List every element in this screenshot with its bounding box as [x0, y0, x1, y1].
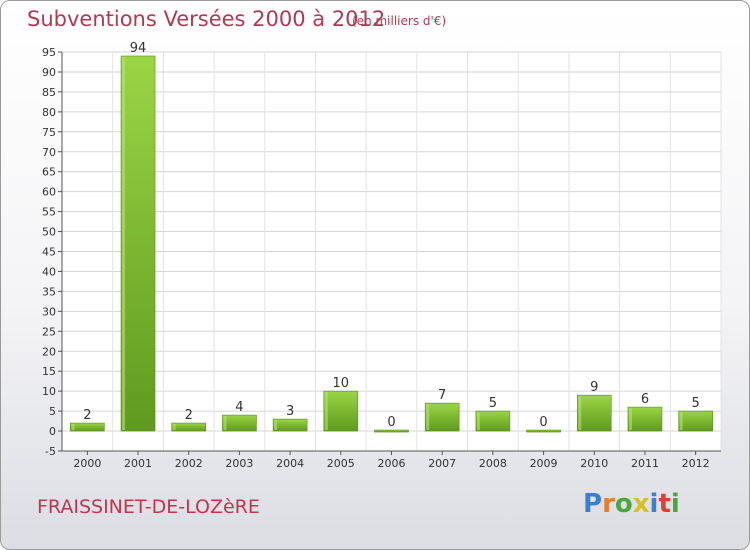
- data-label-2002: 2: [185, 408, 193, 423]
- y-tick-label: 95: [42, 46, 56, 59]
- axes: [58, 51, 721, 455]
- bar-2008: [475, 410, 511, 432]
- bar-highlight: [324, 392, 328, 431]
- chart-title: Subventions Versées 2000 à 2012: [27, 7, 386, 31]
- logo-letter: o: [614, 489, 633, 519]
- x-tick-label-2009: 2009: [530, 457, 558, 470]
- y-tick-label: 70: [42, 146, 56, 159]
- logo-letter: x: [632, 489, 650, 519]
- bar-2004: [272, 418, 308, 432]
- y-tick-label: 15: [42, 365, 56, 378]
- y-tick-label: -5: [45, 445, 56, 458]
- bar-2010: [576, 394, 612, 432]
- y-tick-label: 75: [42, 126, 56, 139]
- bar-highlight: [578, 396, 582, 431]
- data-label-2001: 94: [130, 41, 147, 56]
- y-tick-label: 85: [42, 86, 56, 99]
- bar-2009: [526, 429, 561, 433]
- grid: [61, 51, 722, 452]
- x-tick-label-2004: 2004: [276, 457, 304, 470]
- labels: -505101520253035404550556065707580859095…: [42, 41, 710, 470]
- bar-2003: [222, 414, 257, 432]
- bar-highlight: [71, 424, 75, 431]
- x-tick-label-2005: 2005: [327, 457, 355, 470]
- bar-highlight: [122, 56, 126, 431]
- y-tick-label: 50: [42, 226, 56, 239]
- data-label-2007: 7: [438, 388, 446, 403]
- y-tick-label: 80: [42, 106, 56, 119]
- y-tick-label: 0: [49, 425, 56, 438]
- chart-subtitle: (en milliers d'€): [352, 14, 447, 28]
- bar-2001: [120, 55, 156, 432]
- bar-highlight: [426, 404, 430, 431]
- logo-letter: r: [602, 489, 615, 519]
- logo-letter: t: [658, 489, 671, 519]
- y-tick-label: 5: [49, 405, 56, 418]
- bar-2005: [323, 390, 359, 432]
- bar-highlight: [679, 412, 683, 431]
- bar-highlight: [274, 420, 278, 431]
- y-tick-label: 90: [42, 66, 56, 79]
- data-label-2008: 5: [489, 396, 497, 411]
- logo-letter: i: [670, 489, 680, 519]
- data-label-2005: 10: [333, 376, 350, 391]
- x-tick-label-2001: 2001: [124, 457, 152, 470]
- data-label-2003: 4: [235, 400, 243, 415]
- bar-2000: [70, 422, 105, 432]
- y-tick-label: 35: [42, 285, 56, 298]
- data-label-2010: 9: [590, 380, 598, 395]
- bar-2007: [424, 402, 460, 432]
- bar-2002: [171, 422, 207, 432]
- bar-highlight: [172, 424, 176, 431]
- x-tick-label-2010: 2010: [580, 457, 608, 470]
- bar-2012: [678, 410, 713, 432]
- x-tick-label-2003: 2003: [225, 457, 253, 470]
- bars: [70, 55, 713, 433]
- y-tick-label: 40: [42, 265, 56, 278]
- y-tick-label: 20: [42, 345, 56, 358]
- proxiti-logo: Proxiti: [583, 489, 680, 519]
- x-tick-label-2012: 2012: [682, 457, 710, 470]
- logo-letter: i: [649, 489, 659, 519]
- commune-name: FRAISSINET-DE-LOZèRE: [37, 496, 260, 518]
- data-label-2009: 0: [539, 415, 547, 430]
- y-tick-label: 65: [42, 166, 56, 179]
- bar-2006: [374, 429, 409, 433]
- y-tick-label: 55: [42, 206, 56, 219]
- bar-highlight: [223, 416, 227, 431]
- data-label-2006: 0: [387, 415, 395, 430]
- y-tick-label: 10: [42, 385, 56, 398]
- data-label-2011: 6: [641, 392, 649, 407]
- bar-highlight: [628, 408, 632, 431]
- bar-2011: [627, 406, 663, 432]
- y-tick-label: 45: [42, 246, 56, 259]
- x-tick-label-2007: 2007: [428, 457, 456, 470]
- y-tick-label: 60: [42, 186, 56, 199]
- x-tick-label-2011: 2011: [631, 457, 659, 470]
- y-tick-label: 30: [42, 305, 56, 318]
- data-label-2012: 5: [692, 396, 700, 411]
- bar-highlight: [476, 412, 480, 431]
- y-tick-label: 25: [42, 325, 56, 338]
- data-label-2004: 3: [286, 404, 294, 419]
- x-tick-label-2008: 2008: [479, 457, 507, 470]
- logo-letter: P: [583, 489, 603, 519]
- x-tick-label-2006: 2006: [378, 457, 406, 470]
- x-tick-label-2000: 2000: [73, 457, 101, 470]
- data-label-2000: 2: [83, 408, 91, 423]
- x-tick-label-2002: 2002: [175, 457, 203, 470]
